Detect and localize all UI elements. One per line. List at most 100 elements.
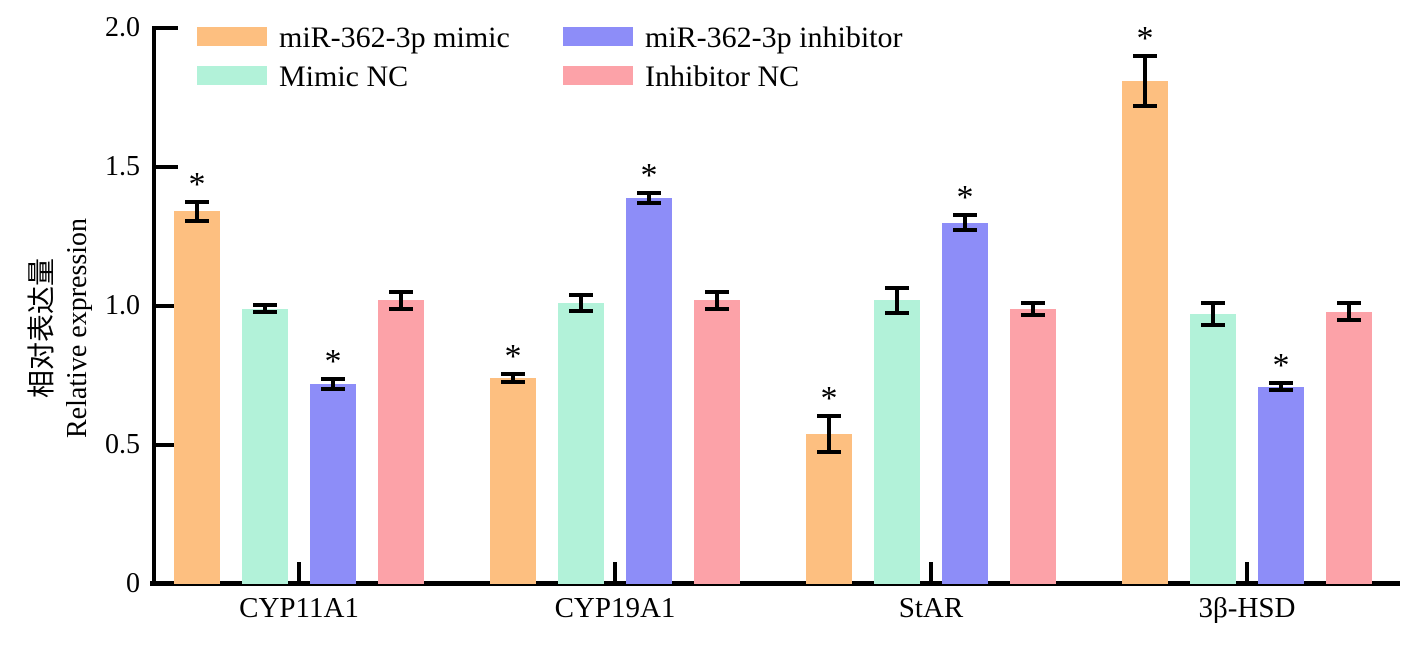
bar-mimic-nc xyxy=(874,300,920,584)
x-tick-mark xyxy=(297,562,301,582)
x-axis-line xyxy=(150,581,1400,586)
error-bar-cap-bottom xyxy=(885,310,909,315)
error-bar xyxy=(1279,383,1283,390)
error-bar-cap-bottom xyxy=(321,386,345,391)
bar-mir-362-3p-inhibitor xyxy=(626,197,672,584)
legend-label-3: miR-362-3p inhibitor xyxy=(645,21,903,54)
error-bar xyxy=(195,201,199,222)
error-bar xyxy=(1143,55,1147,106)
x-category-label: StAR xyxy=(898,592,964,624)
x-category-label: CYP19A1 xyxy=(554,592,676,624)
error-bar-cap-bottom xyxy=(253,310,277,315)
error-bar xyxy=(1347,303,1351,320)
x-category-label: CYP11A1 xyxy=(239,592,359,624)
y-tick-mark xyxy=(152,443,178,447)
error-bar xyxy=(331,378,335,389)
error-bar-cap-top xyxy=(885,285,909,290)
significance-asterisk: * xyxy=(820,379,838,417)
error-bar xyxy=(647,192,651,203)
significance-asterisk: * xyxy=(188,165,206,203)
error-bar xyxy=(715,292,719,309)
error-bar xyxy=(263,305,267,313)
error-bar-cap-top xyxy=(1269,381,1293,386)
y-tick-label: 0 xyxy=(126,568,140,599)
error-bar-cap-top xyxy=(321,376,345,381)
error-bar-cap-bottom xyxy=(569,309,593,313)
x-tick-mark xyxy=(929,562,933,582)
bar-inhibitor-nc xyxy=(694,300,740,584)
error-bar-cap-top xyxy=(1133,53,1157,58)
y-tick-label: 0.5 xyxy=(105,429,140,460)
error-bar-cap-bottom xyxy=(1269,387,1293,392)
error-bar xyxy=(827,415,831,452)
y-tick-mark xyxy=(152,304,178,308)
x-tick-mark xyxy=(1245,562,1249,582)
y-tick-label: 1.0 xyxy=(105,290,140,321)
error-bar-cap-top xyxy=(1021,300,1045,305)
error-bar-cap-top xyxy=(705,290,729,295)
error-bar xyxy=(895,287,899,313)
error-bar-cap-bottom xyxy=(1133,103,1157,108)
y-axis-title-zh: 相对表达量 xyxy=(27,258,58,399)
legend-label-2: Mimic NC xyxy=(279,60,409,93)
y-tick-label: 1.5 xyxy=(105,151,140,182)
bar-mir-362-3p-inhibitor xyxy=(1258,386,1304,584)
bar-mir-362-3p-inhibitor xyxy=(942,222,988,584)
error-bar-cap-bottom xyxy=(705,306,729,311)
legend-swatch-3 xyxy=(563,27,633,46)
x-category-label: 3β-HSD xyxy=(1198,592,1296,624)
error-bar-cap-bottom xyxy=(389,307,413,312)
significance-asterisk: * xyxy=(640,156,658,194)
significance-asterisk: * xyxy=(1272,347,1290,385)
bar-mir-362-3p-mimic xyxy=(806,433,852,584)
error-bar-cap-top xyxy=(569,293,593,298)
error-bar-cap-top xyxy=(817,413,841,418)
bar-inhibitor-nc xyxy=(1326,311,1372,584)
x-tick-mark xyxy=(613,562,617,582)
error-bar-cap-bottom xyxy=(1021,312,1045,317)
error-bar-cap-top xyxy=(953,212,977,217)
error-bar-cap-bottom xyxy=(637,200,661,205)
error-bar xyxy=(1031,302,1035,315)
error-bar xyxy=(579,295,583,311)
error-bar-cap-bottom xyxy=(501,380,525,385)
bar-mimic-nc xyxy=(242,308,288,584)
bar-mir-362-3p-mimic xyxy=(1122,80,1168,584)
error-bar xyxy=(511,374,515,383)
legend-swatch-4 xyxy=(563,66,633,85)
bar-mir-362-3p-inhibitor xyxy=(310,383,356,584)
bar-mimic-nc xyxy=(558,303,604,584)
error-bar xyxy=(963,214,967,231)
bar-mir-362-3p-mimic xyxy=(174,211,220,584)
bar-mimic-nc xyxy=(1190,314,1236,584)
legend-label-4: Inhibitor NC xyxy=(645,60,800,93)
error-bar xyxy=(1211,303,1215,326)
significance-asterisk: * xyxy=(956,178,974,216)
error-bar-cap-top xyxy=(185,199,209,204)
error-bar-cap-top xyxy=(253,303,277,308)
error-bar-cap-bottom xyxy=(953,228,977,233)
legend-swatch-2 xyxy=(197,66,267,85)
significance-asterisk: * xyxy=(1136,19,1154,57)
y-tick-label: 2.0 xyxy=(105,12,140,43)
error-bar-cap-bottom xyxy=(1337,317,1361,322)
error-bar-cap-bottom xyxy=(817,449,841,454)
error-bar xyxy=(399,291,403,310)
error-bar-cap-top xyxy=(1201,301,1225,306)
error-bar-cap-top xyxy=(501,372,525,377)
error-bar-cap-top xyxy=(1337,301,1361,306)
y-tick-mark xyxy=(152,165,178,169)
error-bar-cap-bottom xyxy=(1201,323,1225,328)
legend-swatch-1 xyxy=(197,27,267,46)
bar-mir-362-3p-mimic xyxy=(490,378,536,584)
error-bar-cap-top xyxy=(637,190,661,195)
bar-inhibitor-nc xyxy=(378,300,424,584)
significance-asterisk: * xyxy=(504,338,522,376)
error-bar-cap-bottom xyxy=(185,219,209,224)
significance-asterisk: * xyxy=(324,342,342,380)
error-bar-cap-top xyxy=(389,289,413,294)
y-tick-mark xyxy=(152,26,178,30)
legend-label-1: miR-362-3p mimic xyxy=(279,21,510,54)
bar-inhibitor-nc xyxy=(1010,308,1056,584)
